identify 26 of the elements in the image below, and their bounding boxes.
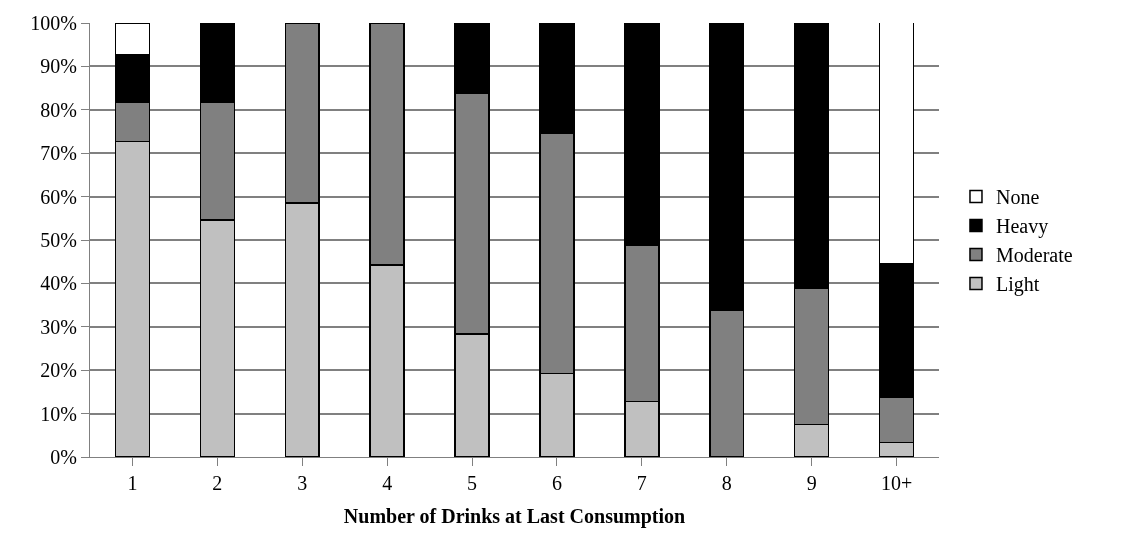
x-tick-label: 7 — [636, 472, 647, 494]
x-tick-label: 5 — [467, 472, 478, 494]
y-tick-label: 50% — [40, 229, 77, 251]
x-tick-label: 10+ — [880, 472, 913, 494]
legend-label: Light — [995, 273, 1040, 297]
y-tick-label: 70% — [40, 142, 77, 165]
y-tick-label: 30% — [40, 315, 77, 338]
x-tick-label: 4 — [382, 472, 393, 494]
x-tick-label: 9 — [806, 472, 817, 494]
x-tick-label: 6 — [551, 472, 562, 494]
y-tick-label: 40% — [40, 272, 77, 295]
x-tick-label: 1 — [127, 472, 138, 494]
legend-label: None — [995, 186, 1040, 209]
y-tick-label: 100% — [30, 12, 77, 34]
y-tick-label: 10% — [40, 402, 77, 425]
legend-label: Moderate — [995, 244, 1073, 267]
legend-label: Heavy — [995, 215, 1049, 239]
x-tick-label: 2 — [212, 472, 223, 494]
y-tick-label: 0% — [50, 446, 77, 468]
x-tick-label: 8 — [721, 472, 732, 494]
y-tick-label: 80% — [40, 98, 77, 121]
x-tick-label: 3 — [297, 472, 308, 494]
y-tick-label: 90% — [40, 55, 77, 78]
x-axis-title: Number of Drinks at Last Consumption — [343, 504, 686, 528]
y-tick-label: 20% — [40, 359, 77, 382]
y-tick-label: 60% — [40, 185, 77, 208]
